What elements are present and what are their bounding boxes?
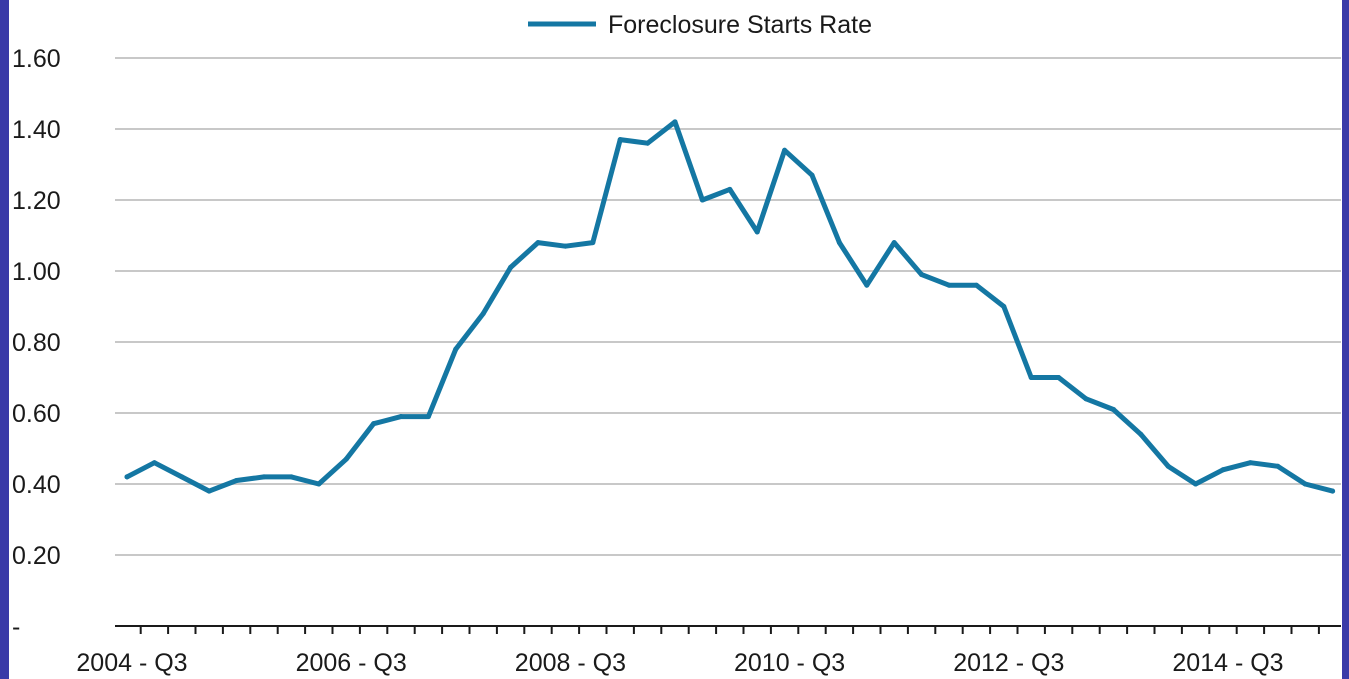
data-point (1083, 396, 1089, 402)
y-tick-label: 0.80 (12, 329, 61, 357)
gridlines (115, 57, 1341, 556)
x-axis (115, 625, 1341, 634)
data-point (316, 481, 322, 487)
y-tick-label: 1.00 (12, 258, 61, 286)
left-frame-border (0, 0, 9, 679)
data-point (179, 474, 185, 480)
data-point (1138, 431, 1144, 437)
data-point (1028, 375, 1034, 380)
legend-label-foreclosure-starts-rate: Foreclosure Starts Rate (608, 11, 872, 39)
x-axis-tick-labels: 2004 - Q3 2006 - Q3 2008 - Q3 2010 - Q3 2012… (76, 649, 1283, 677)
data-point (261, 474, 267, 480)
data-point (535, 240, 541, 246)
y-tick-label: 0.60 (12, 400, 61, 428)
data-point (288, 474, 294, 480)
data-point (425, 414, 431, 420)
data-point (1056, 375, 1062, 380)
data-point (398, 414, 404, 420)
data-point (1275, 463, 1281, 469)
data-point (809, 172, 815, 178)
data-point (590, 240, 596, 246)
data-point (973, 282, 979, 288)
data-point (1110, 406, 1116, 412)
data-point (1247, 460, 1253, 466)
x-tick-label: 2006 - Q3 (296, 649, 407, 677)
data-point (672, 119, 678, 125)
data-point (1193, 481, 1199, 487)
data-point (645, 140, 651, 146)
chart-legend: Foreclosure Starts Rate (528, 11, 872, 39)
y-axis-tick-labels: - 0.20 0.40 0.60 0.80 1.00 1.20 1.40 1.60 (12, 45, 61, 641)
data-point (151, 460, 157, 466)
data-point (343, 456, 349, 462)
data-point (1302, 481, 1308, 487)
x-tick-label: 2008 - Q3 (515, 649, 626, 677)
data-point (782, 147, 788, 153)
y-tick-label: 1.20 (12, 187, 61, 215)
data-point (891, 240, 897, 246)
data-point (864, 282, 870, 288)
data-point (754, 229, 760, 235)
right-frame-border (1342, 0, 1349, 679)
series-foreclosure-starts-rate (124, 119, 1336, 494)
y-tick-label: - (12, 613, 20, 641)
data-point (699, 197, 705, 203)
y-tick-label: 1.60 (12, 45, 61, 73)
data-point (124, 474, 130, 480)
data-point (1330, 488, 1336, 494)
data-point (946, 282, 952, 288)
data-point (508, 264, 514, 270)
series-line (124, 119, 1336, 494)
data-point (480, 311, 486, 317)
x-tick-label: 2004 - Q3 (76, 649, 187, 677)
y-tick-label: 1.40 (12, 116, 61, 144)
data-point (1220, 467, 1226, 473)
data-point (617, 137, 623, 143)
data-point (919, 272, 925, 278)
data-point (371, 421, 377, 427)
x-tick-label: 2012 - Q3 (953, 649, 1064, 677)
data-point (206, 488, 212, 494)
data-point (1001, 304, 1007, 309)
data-point (727, 186, 733, 192)
x-tick-label: 2010 - Q3 (734, 649, 845, 677)
data-point (836, 240, 842, 246)
x-tick-label: 2014 - Q3 (1172, 649, 1283, 677)
data-point (562, 243, 568, 249)
data-point (1165, 463, 1171, 469)
y-tick-label: 0.20 (12, 542, 61, 570)
data-point (453, 346, 459, 352)
data-point (234, 477, 240, 483)
y-tick-label: 0.40 (12, 471, 61, 499)
